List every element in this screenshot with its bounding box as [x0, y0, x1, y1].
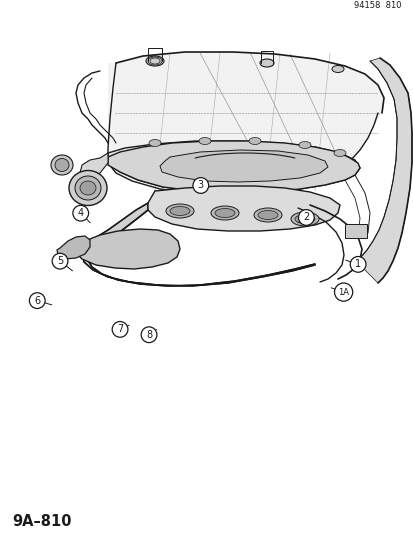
Ellipse shape	[248, 138, 260, 144]
Polygon shape	[147, 186, 339, 231]
Ellipse shape	[199, 138, 211, 144]
Ellipse shape	[75, 176, 101, 200]
Polygon shape	[108, 141, 359, 192]
Polygon shape	[82, 203, 314, 286]
Text: 1A: 1A	[337, 288, 348, 296]
Circle shape	[298, 209, 313, 225]
Text: 8: 8	[146, 330, 152, 340]
Circle shape	[334, 283, 352, 301]
Ellipse shape	[80, 181, 96, 195]
Text: 5: 5	[57, 256, 63, 266]
Polygon shape	[75, 229, 180, 269]
Ellipse shape	[257, 211, 277, 220]
Ellipse shape	[51, 155, 73, 175]
Text: 3: 3	[197, 181, 203, 190]
Text: 7: 7	[116, 325, 123, 334]
Ellipse shape	[149, 140, 161, 147]
Polygon shape	[355, 58, 411, 283]
Text: 94158  810: 94158 810	[353, 1, 401, 10]
Ellipse shape	[170, 206, 190, 215]
Bar	[344, 224, 366, 238]
Ellipse shape	[146, 56, 164, 66]
Ellipse shape	[298, 141, 310, 149]
Circle shape	[52, 253, 68, 269]
Ellipse shape	[214, 208, 235, 217]
Text: 2: 2	[302, 213, 309, 222]
Ellipse shape	[211, 206, 238, 220]
Ellipse shape	[294, 214, 314, 223]
Text: 9A–810: 9A–810	[12, 514, 72, 529]
Circle shape	[141, 327, 157, 343]
Text: 6: 6	[34, 296, 40, 305]
Polygon shape	[108, 141, 359, 192]
Ellipse shape	[331, 66, 343, 72]
Polygon shape	[108, 53, 383, 194]
Ellipse shape	[290, 212, 318, 226]
Text: 4: 4	[78, 208, 83, 218]
Ellipse shape	[259, 59, 273, 67]
Polygon shape	[159, 150, 327, 182]
Circle shape	[349, 256, 365, 272]
Ellipse shape	[55, 158, 69, 172]
Polygon shape	[80, 153, 108, 180]
Ellipse shape	[333, 149, 345, 157]
Ellipse shape	[166, 204, 194, 218]
Ellipse shape	[69, 171, 107, 206]
Circle shape	[112, 321, 128, 337]
Ellipse shape	[254, 208, 281, 222]
Circle shape	[192, 177, 208, 193]
Circle shape	[73, 205, 88, 221]
Polygon shape	[57, 236, 90, 259]
Circle shape	[29, 293, 45, 309]
Text: 1: 1	[354, 260, 360, 269]
